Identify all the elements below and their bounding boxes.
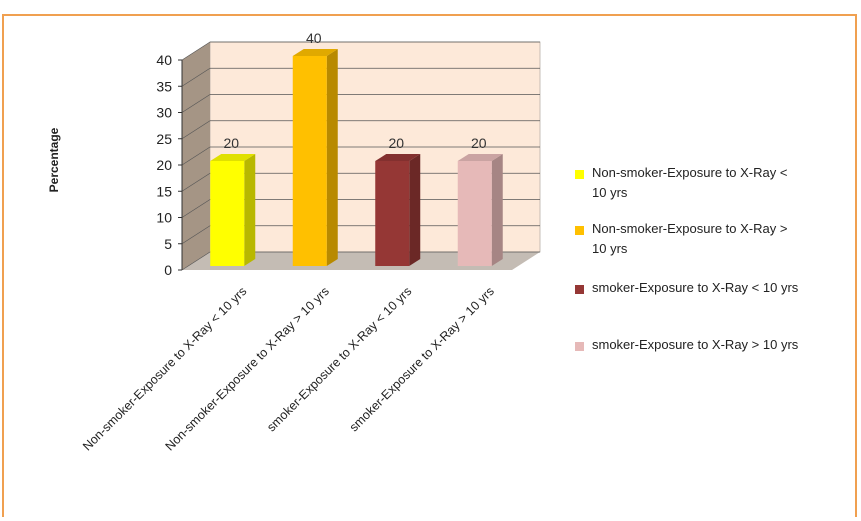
bar-side: [491, 154, 503, 266]
gridline-side: [181, 94, 211, 113]
y-tick-label: 20: [156, 157, 172, 173]
gridline-side: [181, 199, 211, 218]
gridline-side: [181, 120, 211, 140]
y-axis-label: Percentage: [47, 127, 61, 192]
legend-swatch: [575, 170, 584, 179]
data-label: 20: [388, 135, 404, 151]
data-label: 20: [223, 135, 239, 151]
legend-item: Non-smoker-Exposure to X-Ray > 10 yrs: [575, 221, 788, 259]
y-tick-label: 40: [156, 52, 172, 68]
y-tick-label: 30: [156, 105, 172, 121]
y-axis: 0 5 10 15 20 25 30 35 40: [156, 52, 183, 278]
floor: [182, 252, 540, 270]
y-tick-label: 10: [156, 210, 172, 226]
y-tick-label: 5: [164, 236, 172, 252]
category-label: smoker-Exposure to X-Ray < 10 yrs: [264, 284, 414, 434]
legend-label: smoker-Exposure to X-Ray > 10 yrs: [592, 337, 799, 352]
category-label: Non-smoker-Exposure to X-Ray > 10 yrs: [163, 284, 332, 453]
gridline-side: [181, 172, 211, 192]
gridline-side: [181, 225, 211, 245]
gridline-side: [181, 251, 211, 271]
y-tick-label: 0: [164, 262, 172, 278]
chart-frame: [2, 14, 857, 517]
y-tick-label: 25: [156, 131, 172, 147]
legend-label: smoker-Exposure to X-Ray < 10 yrs: [592, 280, 799, 295]
bar-top: [292, 49, 338, 56]
data-label: 20: [471, 135, 487, 151]
legend-item: Non-smoker-Exposure to X-Ray < 10 yrs: [575, 165, 788, 203]
legend-swatch: [575, 285, 584, 294]
bars: 20 40 20 20: [210, 30, 503, 266]
legend-swatch: [575, 226, 584, 235]
data-label: 40: [306, 30, 322, 46]
gridline-side: [181, 146, 211, 166]
bar: [375, 161, 410, 266]
category-labels: Non-smoker-Exposure to X-Ray < 10 yrsNon…: [80, 284, 497, 453]
y-tick-label: 15: [156, 183, 172, 199]
bar-top: [375, 154, 421, 161]
legend-label: Non-smoker-Exposure to X-Ray >: [592, 221, 788, 236]
bar-top: [457, 154, 503, 161]
gridline-side: [181, 67, 211, 87]
bar: [292, 56, 327, 266]
legend-label: Non-smoker-Exposure to X-Ray <: [592, 165, 788, 180]
bar-side: [409, 154, 421, 266]
bar-side: [326, 49, 338, 266]
legend-label: 10 yrs: [592, 185, 628, 200]
category-label: Non-smoker-Exposure to X-Ray < 10 yrs: [80, 284, 249, 453]
legend-item: smoker-Exposure to X-Ray < 10 yrs: [575, 280, 799, 298]
bar-top: [210, 154, 256, 161]
legend-label: 10 yrs: [592, 241, 628, 256]
y-tick-label: 35: [156, 78, 172, 94]
gridline-side: [181, 41, 211, 61]
category-label: smoker-Exposure to X-Ray > 10 yrs: [347, 284, 497, 434]
legend-swatch: [575, 342, 584, 351]
bar: [457, 161, 492, 266]
bar-side: [244, 154, 256, 266]
legend-item: smoker-Exposure to X-Ray > 10 yrs: [575, 337, 799, 355]
bar: [210, 161, 245, 266]
